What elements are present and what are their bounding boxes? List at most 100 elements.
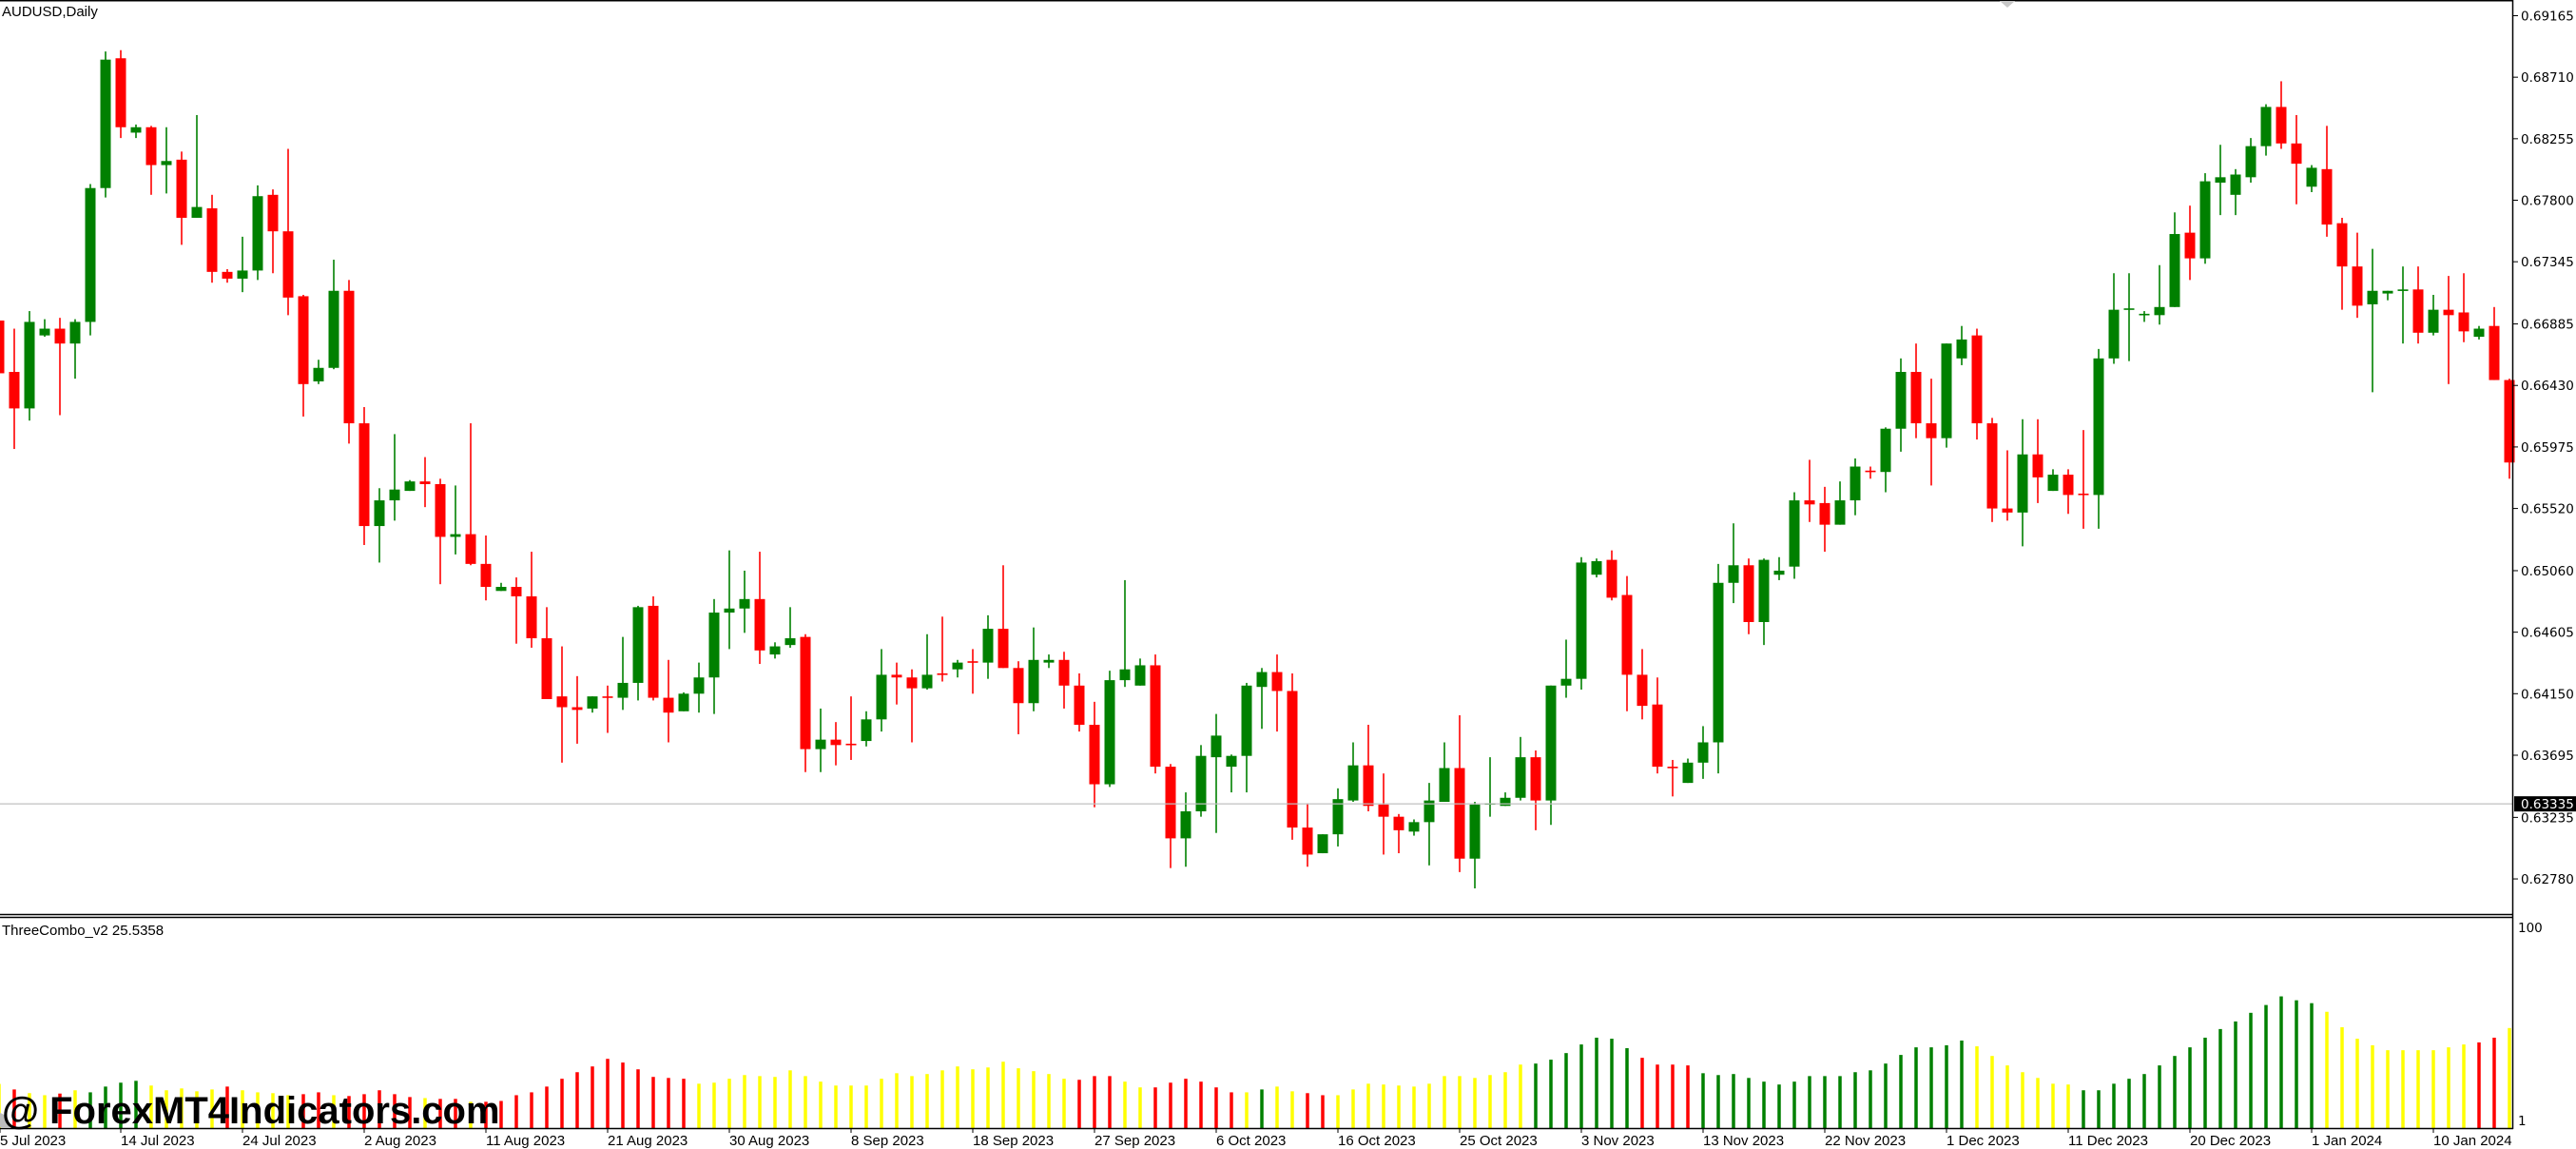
- candle[interactable]: [389, 434, 400, 521]
- candle[interactable]: [328, 260, 339, 370]
- candle[interactable]: [1165, 764, 1176, 868]
- candle[interactable]: [1682, 758, 1694, 784]
- candle[interactable]: [556, 646, 568, 763]
- candle[interactable]: [739, 570, 750, 633]
- candle[interactable]: [435, 478, 446, 585]
- candle[interactable]: [419, 457, 431, 508]
- candle[interactable]: [1150, 654, 1161, 774]
- candle[interactable]: [1941, 343, 1952, 448]
- candle[interactable]: [1606, 550, 1617, 601]
- candle[interactable]: [1271, 654, 1283, 732]
- candle[interactable]: [130, 124, 142, 139]
- candle[interactable]: [2047, 469, 2059, 492]
- candle[interactable]: [2458, 273, 2469, 342]
- candle[interactable]: [1728, 523, 1739, 604]
- candle[interactable]: [206, 194, 218, 283]
- candle[interactable]: [769, 642, 781, 659]
- candle[interactable]: [465, 423, 476, 566]
- candle[interactable]: [69, 319, 81, 380]
- candle[interactable]: [1910, 343, 1922, 438]
- candle[interactable]: [1089, 701, 1100, 808]
- candle[interactable]: [450, 485, 461, 555]
- candle[interactable]: [145, 126, 157, 195]
- candle[interactable]: [0, 315, 5, 376]
- candle[interactable]: [2397, 266, 2409, 344]
- candle[interactable]: [343, 280, 355, 444]
- candle[interactable]: [1134, 658, 1146, 686]
- candle[interactable]: [1865, 466, 1876, 479]
- candle[interactable]: [2245, 138, 2256, 184]
- time-axis[interactable]: 5 Jul 2023 14 Jul 2023 24 Jul 2023 2 Aug 20…: [0, 1128, 2512, 1149]
- candle[interactable]: [602, 685, 613, 733]
- candle[interactable]: [511, 577, 522, 644]
- candle[interactable]: [1058, 652, 1070, 709]
- candle[interactable]: [921, 633, 933, 691]
- candle[interactable]: [1545, 685, 1557, 826]
- candle[interactable]: [1743, 558, 1754, 634]
- candle[interactable]: [937, 616, 948, 682]
- candle[interactable]: [313, 360, 324, 384]
- price-window[interactable]: [0, 49, 2515, 888]
- candle[interactable]: [1241, 682, 1252, 793]
- candle[interactable]: [2412, 266, 2424, 344]
- candle[interactable]: [2428, 295, 2439, 336]
- candle[interactable]: [1287, 672, 1298, 840]
- candle[interactable]: [708, 598, 720, 714]
- candle[interactable]: [2382, 290, 2393, 301]
- indicator-window[interactable]: [0, 996, 2511, 1128]
- candle[interactable]: [2078, 430, 2089, 529]
- candle[interactable]: [2489, 306, 2500, 380]
- candle[interactable]: [2260, 104, 2272, 156]
- candle[interactable]: [1667, 759, 1678, 797]
- candle[interactable]: [1363, 725, 1374, 811]
- candle[interactable]: [1515, 736, 1526, 801]
- candle[interactable]: [2367, 248, 2378, 393]
- candle[interactable]: [2230, 168, 2241, 216]
- candle[interactable]: [2199, 173, 2211, 264]
- candle[interactable]: [1211, 713, 1222, 833]
- candle[interactable]: [784, 607, 796, 648]
- candle[interactable]: [2473, 325, 2485, 340]
- candle[interactable]: [237, 236, 248, 293]
- chart-shift-marker-icon[interactable]: [2000, 1, 2015, 8]
- candle[interactable]: [1469, 802, 1481, 888]
- candle[interactable]: [358, 406, 370, 545]
- candle[interactable]: [115, 49, 126, 139]
- candle[interactable]: [9, 328, 20, 450]
- candle[interactable]: [2123, 273, 2135, 361]
- candle[interactable]: [815, 708, 826, 772]
- candle[interactable]: [39, 319, 50, 338]
- candle[interactable]: [526, 552, 537, 648]
- candle[interactable]: [1591, 558, 1602, 578]
- candle[interactable]: [1013, 661, 1024, 734]
- candle[interactable]: [678, 691, 689, 711]
- candle[interactable]: [830, 722, 842, 766]
- candle[interactable]: [2321, 126, 2333, 237]
- candle[interactable]: [2169, 212, 2180, 307]
- candle[interactable]: [374, 488, 385, 563]
- candle[interactable]: [176, 151, 187, 245]
- candle[interactable]: [1256, 668, 1268, 730]
- candle[interactable]: [54, 318, 66, 416]
- candle[interactable]: [1439, 742, 1450, 803]
- candle[interactable]: [495, 582, 507, 592]
- candle[interactable]: [800, 633, 811, 772]
- candle[interactable]: [2291, 114, 2302, 204]
- candle[interactable]: [1119, 579, 1131, 688]
- candle[interactable]: [1530, 750, 1541, 830]
- candle[interactable]: [845, 696, 857, 760]
- candle[interactable]: [2154, 264, 2165, 325]
- candle[interactable]: [1697, 726, 1709, 779]
- candle[interactable]: [891, 662, 902, 705]
- candle[interactable]: [100, 51, 111, 198]
- candle[interactable]: [1880, 427, 1891, 493]
- candle[interactable]: [2504, 379, 2515, 479]
- candle[interactable]: [298, 295, 309, 417]
- candle[interactable]: [1560, 639, 1572, 698]
- candle[interactable]: [997, 565, 1009, 669]
- candle[interactable]: [2352, 232, 2363, 319]
- candle[interactable]: [1104, 671, 1115, 788]
- candle[interactable]: [861, 711, 872, 747]
- candle[interactable]: [541, 607, 552, 699]
